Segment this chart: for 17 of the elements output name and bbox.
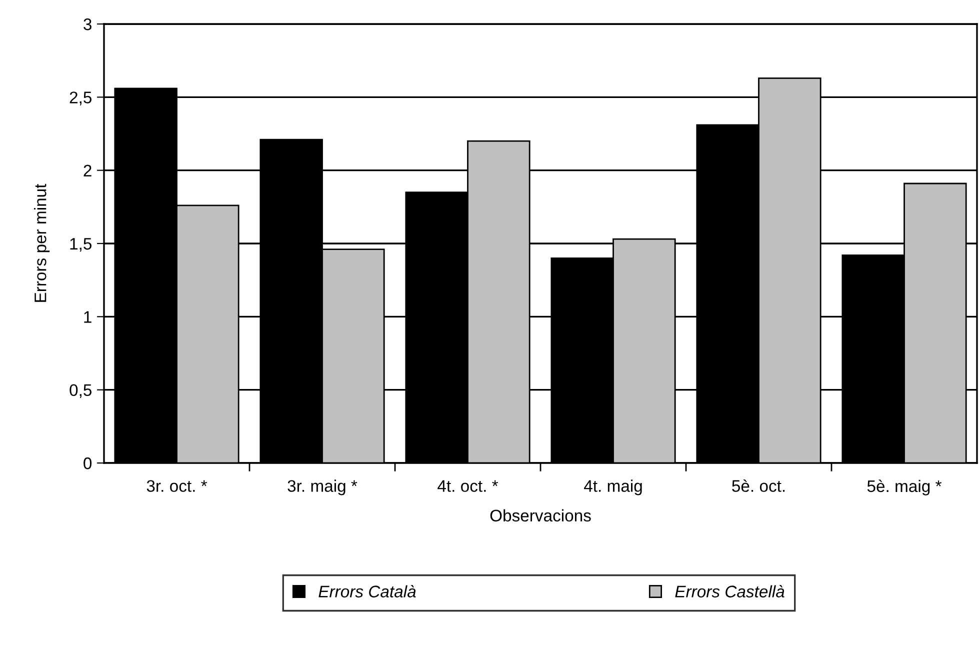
y-tick-label: 0 [84, 457, 92, 470]
x-tick-label: 5è. oct. [732, 479, 785, 492]
x-tick-label: 4t. oct. * [438, 480, 498, 492]
x-tick-label: 5è. maig * [867, 480, 942, 496]
y-tick-label: 1 [84, 311, 92, 323]
y-axis-title: Errors per minut [34, 184, 50, 302]
y-tick-label: 1,5 [70, 238, 92, 252]
y-tick-label: 3 [84, 18, 92, 30]
x-tick-label: 3r. maig * [288, 480, 358, 496]
legend-label: Errors Castellà [675, 585, 784, 598]
y-tick-label: 2,5 [70, 92, 92, 106]
y-tick-label: 0,5 [70, 384, 92, 398]
x-tick-label: 4t. maig [584, 480, 642, 496]
legend-label: Errors Català [318, 585, 416, 598]
y-tick-label: 2 [84, 164, 92, 176]
x-tick-label: 3r. oct. * [146, 480, 208, 492]
x-axis-title: Observacions [490, 509, 591, 522]
